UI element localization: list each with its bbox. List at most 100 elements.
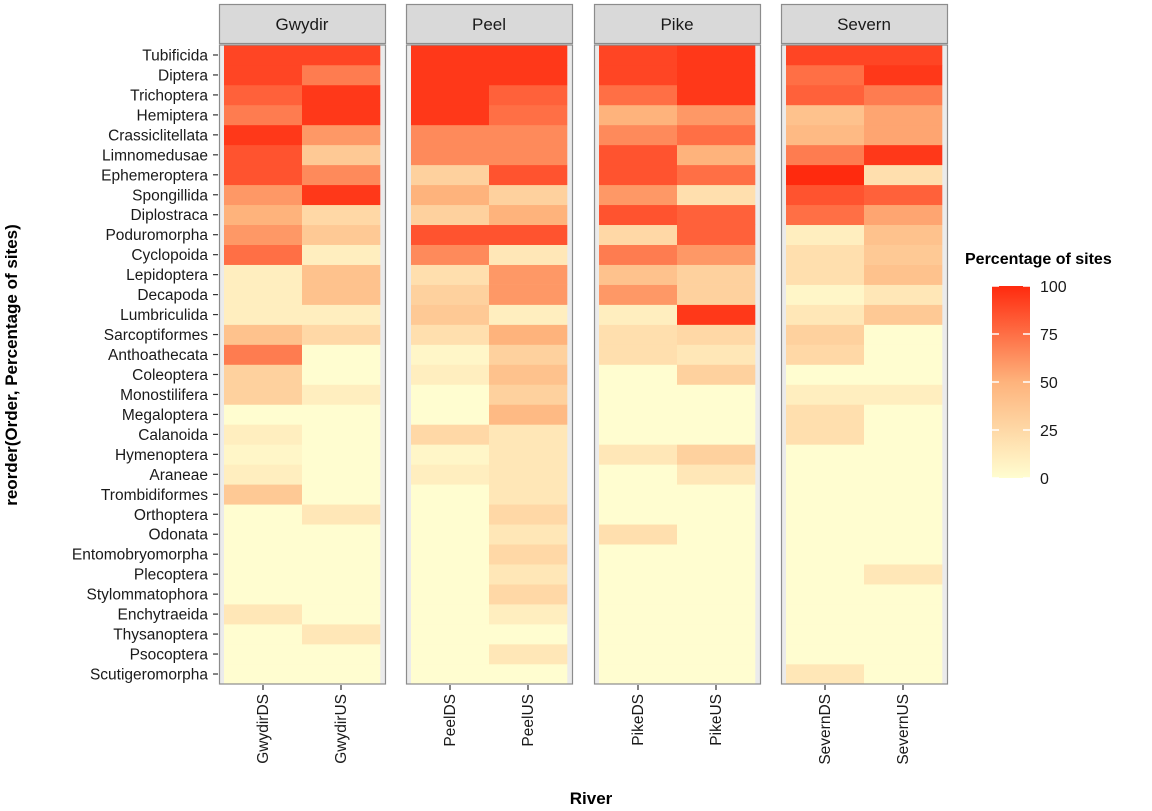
heat-cell xyxy=(599,464,678,485)
heat-cell xyxy=(864,584,943,605)
heat-cell xyxy=(489,284,568,305)
y-tick-label: Diptera xyxy=(158,67,208,84)
y-axis-title: reorder(Order, Percentage of sites) xyxy=(2,224,21,506)
heat-cell xyxy=(224,124,303,146)
heat-cell xyxy=(302,284,381,305)
heat-cell xyxy=(677,644,756,665)
heat-cell xyxy=(302,164,381,186)
heat-cell xyxy=(411,504,490,525)
heat-cell xyxy=(224,464,303,485)
heat-cell xyxy=(864,264,943,285)
heat-cell xyxy=(599,524,678,545)
heat-cell xyxy=(224,104,303,126)
heat-cell xyxy=(411,404,490,425)
heat-cell xyxy=(489,84,568,106)
x-axis-ticks: GwydirDS GwydirUS PeelDS PeelUS PikeDS PikeUS… xyxy=(255,685,912,765)
heat-cell xyxy=(489,364,568,385)
heat-cell xyxy=(786,64,865,86)
heat-cell xyxy=(599,364,678,385)
heat-cell xyxy=(864,384,943,405)
x-tick-label: GwydirDS xyxy=(255,694,272,764)
heat-cell xyxy=(599,144,678,166)
heat-cell xyxy=(411,304,490,325)
panel-border xyxy=(218,44,387,685)
y-tick-label: Tubificida xyxy=(142,47,208,64)
y-tick-label: Sarcoptiformes xyxy=(104,327,208,344)
legend-tick-label: 50 xyxy=(1040,375,1058,392)
heat-cell xyxy=(599,444,678,465)
heat-cell xyxy=(786,164,865,186)
facet-label: Peel xyxy=(472,15,506,34)
heat-cell xyxy=(489,624,568,645)
heat-cell xyxy=(489,324,568,345)
heat-cell xyxy=(411,224,490,245)
x-tick-label: PikeDS xyxy=(630,694,647,746)
facet-strip xyxy=(593,3,762,45)
panel-border xyxy=(593,44,762,685)
legend-tick-label: 75 xyxy=(1040,327,1058,344)
heat-cell xyxy=(411,124,490,146)
heat-cell xyxy=(224,144,303,166)
heat-cell xyxy=(599,404,678,425)
heat-cell xyxy=(489,444,568,465)
heat-cell xyxy=(599,584,678,605)
heat-cell xyxy=(599,504,678,525)
heat-cell xyxy=(864,324,943,345)
heat-cell xyxy=(411,604,490,625)
heat-cell xyxy=(677,424,756,445)
heat-cell xyxy=(302,524,381,545)
heat-cell xyxy=(677,64,756,86)
legend: Percentage of sites 100 75 50 25 0 xyxy=(965,251,1112,488)
heat-cell xyxy=(786,424,865,445)
heat-cell xyxy=(864,524,943,545)
heat-cell xyxy=(677,104,756,126)
facet-panel-pike: Pike xyxy=(593,3,762,685)
y-tick-label: Spongillida xyxy=(132,187,208,204)
heat-cell xyxy=(599,384,678,405)
facet-label: Severn xyxy=(837,15,891,34)
heat-cell xyxy=(224,184,303,206)
heat-cell xyxy=(224,624,303,645)
heat-cell xyxy=(224,164,303,186)
heat-cell xyxy=(677,324,756,345)
heat-cell xyxy=(786,364,865,385)
heat-cell xyxy=(224,644,303,665)
heat-cell xyxy=(677,244,756,265)
heat-cell xyxy=(224,344,303,365)
heat-cell xyxy=(411,284,490,305)
heat-cell xyxy=(302,344,381,365)
heat-cell xyxy=(489,244,568,265)
y-tick-label: Thysanoptera xyxy=(113,627,208,644)
heat-cell xyxy=(864,364,943,385)
heat-cell xyxy=(411,104,490,126)
facet-strip xyxy=(780,3,949,45)
y-tick-label: Scutigeromorpha xyxy=(90,667,208,684)
heat-cell xyxy=(224,544,303,565)
heat-cell xyxy=(786,84,865,106)
heat-cell xyxy=(677,464,756,485)
heat-cell xyxy=(864,644,943,665)
heat-cell xyxy=(864,45,943,66)
y-tick-label: Hemiptera xyxy=(137,107,209,124)
heat-cell xyxy=(302,84,381,106)
heat-cell xyxy=(599,45,678,66)
heat-cell xyxy=(599,264,678,285)
heat-cell xyxy=(599,424,678,445)
y-tick-label: Hymenoptera xyxy=(115,447,208,464)
heat-cell xyxy=(599,644,678,665)
heat-cell xyxy=(411,324,490,345)
heat-cell xyxy=(599,564,678,585)
heat-cell xyxy=(411,484,490,505)
heat-cell xyxy=(786,224,865,245)
heat-cell xyxy=(302,104,381,126)
heat-cell xyxy=(411,624,490,645)
heat-cell xyxy=(489,584,568,605)
heat-cell xyxy=(677,584,756,605)
heat-cell xyxy=(786,644,865,665)
heat-cell xyxy=(489,224,568,245)
heat-cell xyxy=(786,564,865,585)
facet-panel-peel: Peel xyxy=(405,3,574,685)
x-tick-label: SevernUS xyxy=(895,694,912,765)
heat-cell xyxy=(489,484,568,505)
